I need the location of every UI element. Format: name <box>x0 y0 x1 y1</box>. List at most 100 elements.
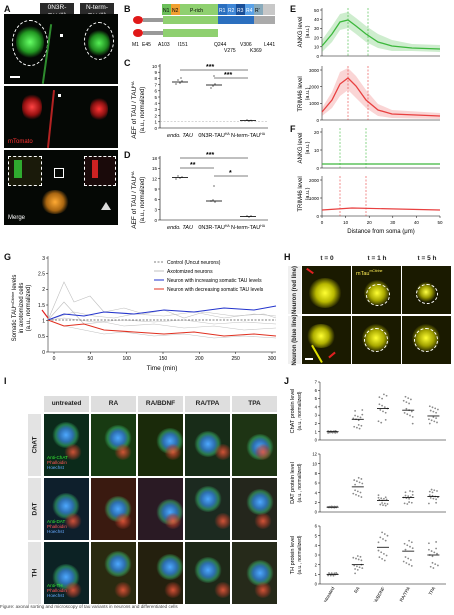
panel-j-ytick: 2 <box>315 500 318 505</box>
panel-h-col-t5: t = 5 h <box>417 255 437 262</box>
panel-j-point <box>355 557 357 560</box>
panel-i-col-ra: RA <box>91 396 136 412</box>
panel-j-plot-3: TH protein level (a.u., normalized) 0 1 2 3 4 5… <box>290 524 446 602</box>
panel-c-ylabel: AEF of TAU / TAUHA <box>130 81 138 139</box>
panel-e-trim46-curve <box>321 77 441 117</box>
panel-h-row-blue: Neuron (blue line) <box>288 315 301 366</box>
legend-control: Control (Uncut neurons) <box>167 260 221 266</box>
panel-c-cat-2: 0N3R-TAUHA <box>198 132 230 139</box>
panel-g-ylabel3: (a.u., normalized) <box>26 285 32 332</box>
panel-i-chat-stain1: Anti-ChAT <box>47 455 68 460</box>
ytick-label: 2.5 <box>38 271 45 277</box>
panel-j-plot-1: ChAT protein level (a.u., normalized) 0 1 2 3… <box>290 380 446 443</box>
panel-j-point <box>428 490 431 493</box>
panel-i-image <box>185 542 230 604</box>
panel-j-point <box>428 494 431 497</box>
panel-j-ytick: 0 <box>315 510 318 515</box>
panel-label-j: J <box>284 376 290 386</box>
panel-d-ylabel2: (a.u., normalized) <box>140 177 146 224</box>
panel-j-point <box>382 538 384 540</box>
panel-j-point <box>357 495 360 497</box>
panel-j-point <box>352 417 355 420</box>
panel-j-point <box>429 409 432 412</box>
panel-i-col-untreated: untreated <box>44 396 89 412</box>
panel-e-top-ylabel2: (a.u.) <box>305 25 311 38</box>
xtick-label: 0 <box>53 356 56 362</box>
panel-j-point <box>377 494 380 497</box>
panel-j-point <box>432 567 435 569</box>
panel-j-point <box>408 501 410 503</box>
panel-h-img-2-2 <box>352 316 401 364</box>
panel-e-ankg-curve <box>321 19 441 50</box>
panel-j-point <box>378 403 381 406</box>
panel-h-img-1-2: mTaumCitrine <box>352 266 401 314</box>
ytick-label: 6 <box>154 89 157 94</box>
xtick-label: 200 <box>195 356 204 362</box>
pos-m1: M1 <box>132 42 139 48</box>
panel-h-mtau-label: mTaumCitrine <box>356 269 382 277</box>
panel-label-h: H <box>284 252 291 262</box>
ytick-label: 40 <box>314 17 320 22</box>
panel-j-point <box>433 489 436 492</box>
panel-j-ytick: 5 <box>315 533 318 538</box>
panel-e-bottom-yticks: 0 1000 2000 3000 <box>309 68 322 123</box>
panel-j-point <box>357 476 360 479</box>
panel-j-point <box>381 502 383 504</box>
seg-label-n2: N2 <box>172 8 179 14</box>
panel-c-cat-1: endo. TAU <box>167 133 193 139</box>
panel-e-bottom-ylabel: TRIM46 level <box>298 76 304 111</box>
panel-j-point <box>434 563 437 566</box>
domain-cterm <box>263 4 275 15</box>
panel-c-endo-points <box>172 77 188 85</box>
panel-h-row-red-label: Neuron (red line) <box>291 265 298 315</box>
panel-i-dat-legend: Anti-DAT Phalloidin Hoechst <box>47 519 67 535</box>
xtick-label: 50 <box>437 220 443 225</box>
panel-d-yticks: 0 3 6 9 12 15 18 <box>152 156 160 223</box>
panel-i-image <box>138 542 183 604</box>
domain-n1 <box>162 4 171 15</box>
panel-j-point <box>359 491 362 494</box>
panel-j-point <box>332 574 335 577</box>
panel-j-point <box>431 491 434 494</box>
panel-f-bottom-ylabel2: (a.u.) <box>305 187 311 200</box>
panel-g-ylabel2: in axotomized cells <box>19 283 25 334</box>
panel-j-point <box>377 549 380 552</box>
domain-r2 <box>227 4 236 15</box>
panel-h-col-t1: t = 1 h <box>367 255 387 262</box>
panel-j-point <box>404 395 407 398</box>
xtick-label: 150 <box>159 356 168 362</box>
panel-g-increasing-trace <box>47 305 277 321</box>
seg-label-r3: R3 <box>237 8 244 14</box>
panel-h-row-red: Neuron (red line) <box>288 266 301 314</box>
ha-tag-1 <box>133 16 143 24</box>
seg-label-prich: P-rich <box>190 8 203 14</box>
panel-j-ytick: 10 <box>312 461 317 466</box>
panel-j-point <box>381 397 383 400</box>
panel-j-point <box>357 558 360 561</box>
panel-j-point <box>354 414 356 417</box>
panel-label-a: A <box>4 4 11 14</box>
panel-j-point <box>431 555 434 558</box>
panel-j-point <box>361 409 364 411</box>
domain-rprime <box>254 4 263 15</box>
panel-i-image <box>185 414 230 476</box>
panel-j-ytick: 0 <box>315 438 318 443</box>
panel-i-dat-stain3: Hoechst <box>47 529 64 535</box>
panel-j-point <box>411 547 414 550</box>
panel-j-point <box>358 481 361 484</box>
panel-g-xlabel: Time (min) <box>147 365 178 372</box>
xtick-label: 300 <box>268 356 277 362</box>
panel-j-point <box>335 571 338 574</box>
panel-j-ytick: 0 <box>315 582 318 587</box>
panel-j-point <box>354 409 356 412</box>
ha-tag-2 <box>133 29 143 37</box>
panel-j-point <box>353 564 356 567</box>
panel-j-point <box>327 574 329 577</box>
ytick-label: 0 <box>316 54 319 59</box>
panel-j-point <box>429 497 432 499</box>
panel-j-point <box>408 539 410 542</box>
panel-f-bottom-ylabel: TRIM46 level <box>298 176 304 211</box>
panel-j-point <box>356 490 359 493</box>
panel-i-col-rabdnf: RA/BDNF <box>138 396 183 412</box>
panel-j-point <box>406 413 409 416</box>
